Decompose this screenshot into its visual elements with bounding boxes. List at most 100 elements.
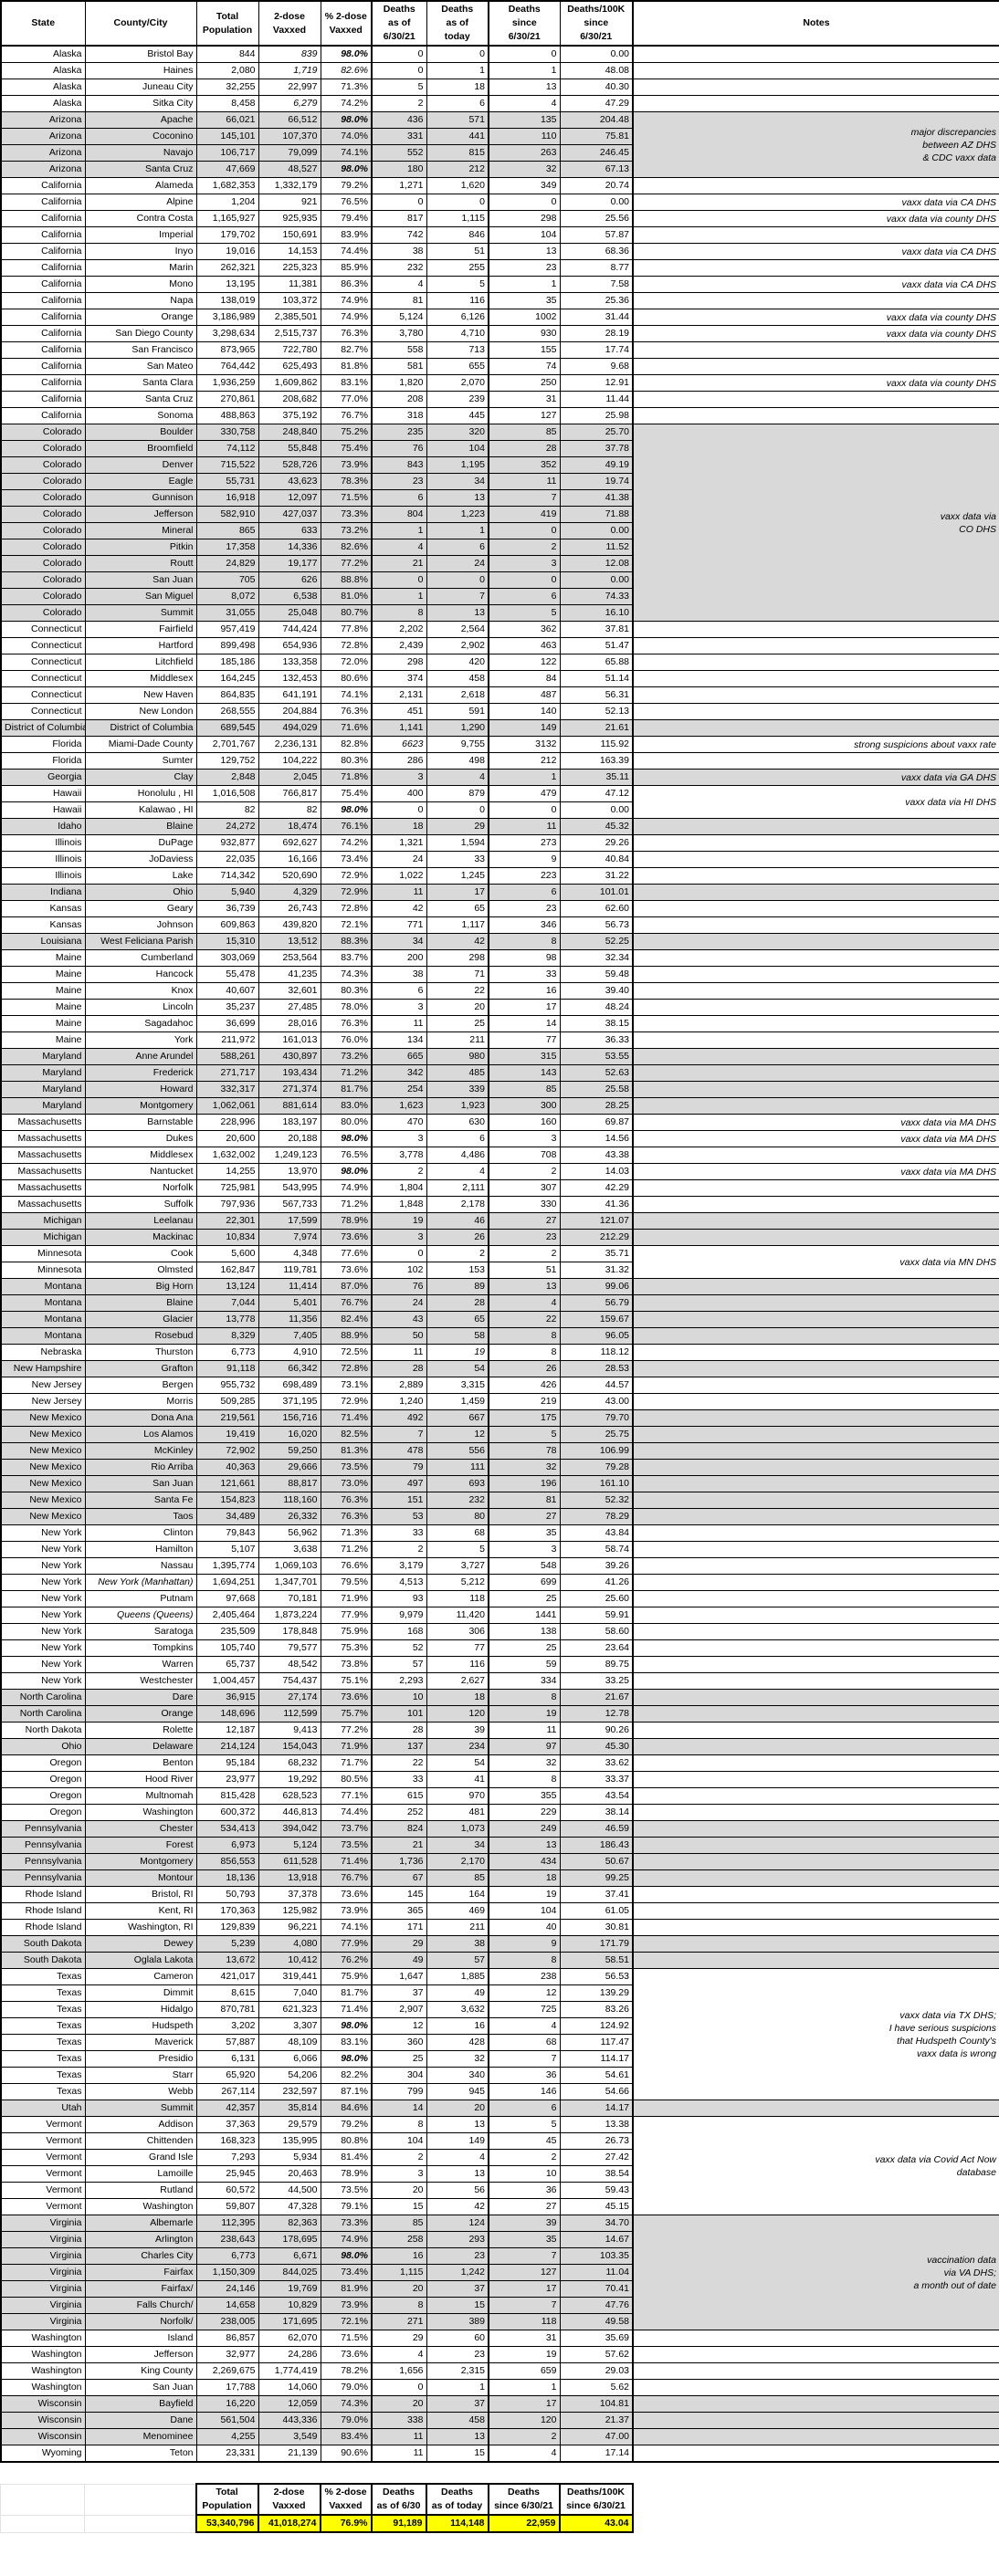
county-cell: Lincoln [84, 999, 197, 1016]
vaxxed-cell: 59,250 [258, 1442, 321, 1460]
deaths-since-cell: 708 [488, 1147, 561, 1164]
deaths-today-cell: 445 [426, 407, 489, 424]
table-row: Alaska Haines 2,080 1,719 82.6% 0 1 1 48.08 [0, 62, 999, 79]
table-row: Maryland Howard 332,317 271,374 81.7% 254 339 8… [0, 1081, 999, 1098]
county-cell: San Juan [84, 1475, 197, 1492]
vaxxed-cell: 3,549 [258, 2428, 321, 2445]
totals-header-total-population: Total Population [195, 2483, 259, 2516]
pct-vaxxed-cell: 81.9% [320, 2280, 373, 2298]
vaxxed-cell: 13,512 [258, 933, 321, 950]
county-cell: San Miguel [84, 588, 197, 605]
deaths-today-cell: 846 [426, 226, 489, 244]
state-cell: Pennsylvania [0, 1853, 86, 1870]
vaxxed-cell: 43,623 [258, 473, 321, 490]
pct-vaxxed-cell: 77.6% [320, 1245, 373, 1262]
deaths-630-cell: 342 [371, 1064, 427, 1082]
vaxxed-cell: 625,493 [258, 358, 321, 375]
deaths-today-cell: 1,073 [426, 1820, 489, 1838]
vaxxed-cell: 16,166 [258, 851, 321, 868]
deaths-100k-cell: 117.47 [559, 2034, 634, 2051]
deaths-630-cell: 20 [371, 2182, 427, 2199]
deaths-630-cell: 49 [371, 1952, 427, 1969]
state-cell: Kansas [0, 900, 86, 917]
county-cell: Montour [84, 1869, 197, 1887]
deaths-since-cell: 36 [488, 2067, 561, 2084]
note-cell [632, 1574, 999, 1591]
table-row: California Inyo 19,016 14,153 74.4% 38 51 13 68.… [0, 243, 999, 260]
deaths-630-cell: 24 [371, 1294, 427, 1312]
deaths-since-cell: 487 [488, 686, 561, 704]
note-cell [632, 654, 999, 671]
table-row: Montana Glacier 13,778 11,356 82.4% 43 65 22 159… [0, 1311, 999, 1328]
deaths-100k-cell: 104.81 [559, 2395, 634, 2413]
deaths-today-cell: 239 [426, 391, 489, 408]
deaths-630-cell: 451 [371, 703, 427, 720]
vaxxed-cell: 543,995 [258, 1179, 321, 1197]
vaxxed-cell: 844,025 [258, 2264, 321, 2281]
deaths-since-cell: 11 [488, 473, 561, 490]
pct-vaxxed-cell: 73.2% [320, 522, 373, 539]
note-cell [632, 1294, 999, 1312]
deaths-since-cell: 1 [488, 62, 561, 79]
pct-vaxxed-cell: 76.5% [320, 194, 373, 211]
vaxxed-cell: 1,069,103 [258, 1557, 321, 1575]
deaths-since-cell: 238 [488, 1968, 561, 1985]
table-row: Florida Miami-Dade County 2,701,767 2,236,1… [0, 736, 999, 753]
note-cell [632, 358, 999, 375]
table-row: Rhode Island Washington, RI 129,839 96,221 7… [0, 1919, 999, 1936]
state-cell: Idaho [0, 818, 86, 835]
deaths-since-cell: 146 [488, 2083, 561, 2100]
county-cell: JoDaviess [84, 851, 197, 868]
deaths-today-cell: 29 [426, 818, 489, 835]
deaths-today-cell: 5 [426, 276, 489, 293]
deaths-since-cell: 9 [488, 851, 561, 868]
deaths-today-cell: 42 [426, 933, 489, 950]
deaths-630-cell: 67 [371, 1869, 427, 1887]
deaths-100k-cell: 58.74 [559, 1541, 634, 1558]
note-cell [632, 1393, 999, 1410]
empty-cell [84, 2483, 196, 2516]
deaths-since-cell: 4 [488, 95, 561, 112]
pct-vaxxed-cell: 73.5% [320, 1459, 373, 1476]
deaths-100k-cell: 52.25 [559, 933, 634, 950]
vaxxed-cell: 107,370 [258, 128, 321, 145]
population-cell: 600,372 [195, 1804, 259, 1821]
deaths-today-cell: 16 [426, 2017, 489, 2035]
note-cell [632, 999, 999, 1016]
vaxxed-cell: 156,716 [258, 1409, 321, 1427]
deaths-100k-cell: 246.45 [559, 144, 634, 162]
deaths-630-cell: 7 [371, 1426, 427, 1443]
deaths-today-cell: 2,902 [426, 637, 489, 654]
pct-vaxxed-cell: 74.9% [320, 2231, 373, 2248]
deaths-today-cell: 71 [426, 966, 489, 983]
vaxxed-cell: 19,769 [258, 2280, 321, 2298]
county-cell: Chittenden [84, 2132, 197, 2150]
vaxxed-cell: 10,412 [258, 1952, 321, 1969]
pct-vaxxed-cell: 83.4% [320, 2428, 373, 2445]
deaths-630-cell: 374 [371, 670, 427, 687]
population-cell: 20,600 [195, 1130, 259, 1147]
vaxxed-cell: 27,485 [258, 999, 321, 1016]
deaths-today-cell: 320 [426, 424, 489, 441]
population-cell: 179,702 [195, 226, 259, 244]
deaths-since-cell: 110 [488, 128, 561, 145]
note-cell [632, 292, 999, 309]
state-cell: Connecticut [0, 621, 86, 638]
state-cell: California [0, 210, 86, 227]
pct-vaxxed-cell: 90.6% [320, 2445, 373, 2463]
population-cell: 138,019 [195, 292, 259, 309]
state-cell: Colorado [0, 424, 86, 441]
deaths-630-cell: 134 [371, 1031, 427, 1049]
deaths-today-cell: 46 [426, 1212, 489, 1230]
grand-total-population: 53,340,796 [195, 2514, 259, 2533]
deaths-630-cell: 14 [371, 2100, 427, 2117]
vaxxed-cell: 32,601 [258, 982, 321, 1000]
population-cell: 16,918 [195, 489, 259, 507]
totals-header-deaths-since-6-30-21: Deaths since 6/30/21 [487, 2483, 561, 2516]
deaths-today-cell: 20 [426, 999, 489, 1016]
table-row: New York Tompkins 105,740 79,577 75.3% 52 77 25… [0, 1639, 999, 1657]
deaths-today-cell: 15 [426, 2445, 489, 2463]
deaths-since-cell: 699 [488, 1574, 561, 1591]
county-cell: Mono [84, 276, 197, 293]
deaths-today-cell: 25 [426, 1015, 489, 1032]
